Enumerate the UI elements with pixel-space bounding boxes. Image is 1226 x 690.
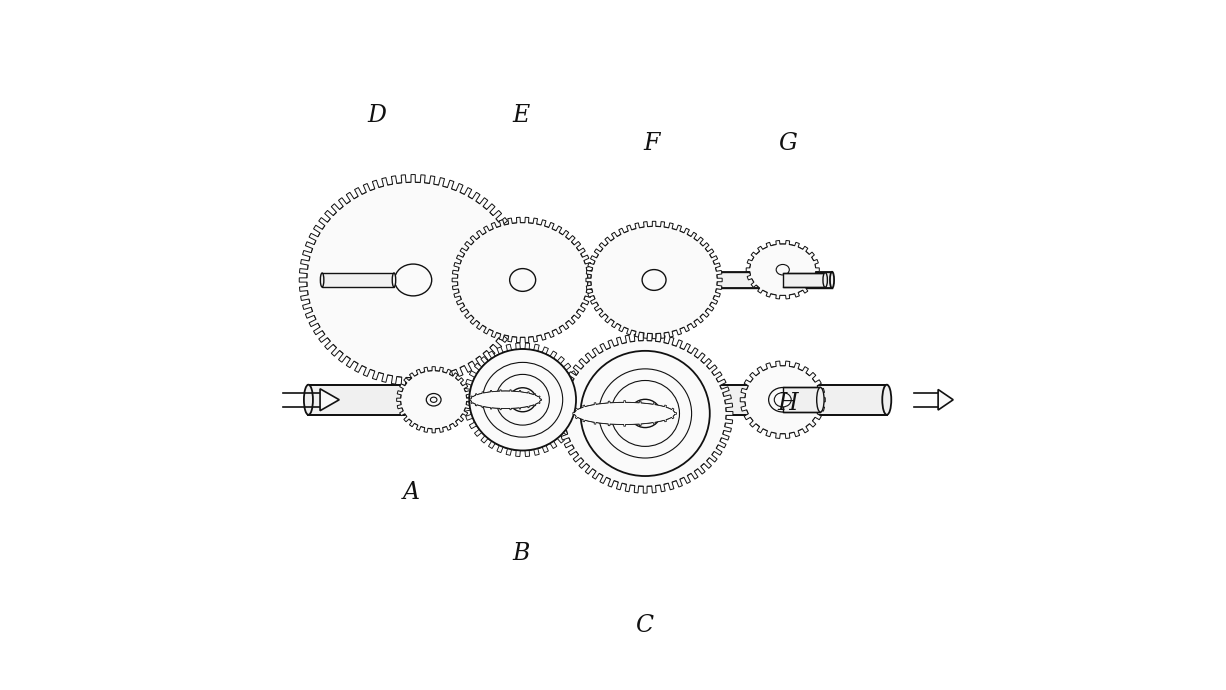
- Ellipse shape: [392, 273, 396, 287]
- Ellipse shape: [395, 264, 432, 296]
- Polygon shape: [600, 388, 611, 411]
- Polygon shape: [558, 334, 733, 493]
- Polygon shape: [566, 388, 577, 411]
- Ellipse shape: [883, 385, 891, 415]
- Ellipse shape: [591, 226, 717, 333]
- Text: G: G: [779, 132, 797, 155]
- Ellipse shape: [320, 273, 324, 287]
- Ellipse shape: [598, 369, 691, 458]
- Polygon shape: [501, 388, 512, 411]
- Polygon shape: [938, 389, 953, 410]
- Polygon shape: [782, 273, 825, 287]
- Polygon shape: [782, 388, 820, 412]
- Polygon shape: [676, 388, 687, 411]
- Polygon shape: [555, 388, 566, 411]
- Polygon shape: [544, 388, 555, 411]
- Polygon shape: [479, 388, 490, 411]
- Polygon shape: [720, 385, 886, 415]
- Polygon shape: [664, 388, 676, 411]
- Text: H: H: [777, 392, 798, 415]
- Polygon shape: [573, 401, 677, 426]
- Ellipse shape: [427, 393, 441, 406]
- Polygon shape: [397, 366, 471, 433]
- Ellipse shape: [769, 388, 797, 412]
- Polygon shape: [747, 241, 819, 299]
- Ellipse shape: [509, 388, 536, 412]
- Ellipse shape: [830, 272, 834, 288]
- Ellipse shape: [497, 375, 549, 425]
- Ellipse shape: [750, 244, 815, 295]
- Text: F: F: [644, 132, 660, 155]
- Ellipse shape: [642, 270, 666, 290]
- Polygon shape: [588, 388, 600, 411]
- Text: D: D: [368, 104, 386, 127]
- Ellipse shape: [401, 371, 467, 428]
- Polygon shape: [470, 390, 542, 410]
- Ellipse shape: [510, 268, 536, 291]
- Ellipse shape: [320, 272, 324, 288]
- Ellipse shape: [470, 349, 576, 451]
- Ellipse shape: [817, 388, 824, 412]
- Ellipse shape: [470, 349, 576, 451]
- Polygon shape: [653, 388, 664, 411]
- Polygon shape: [322, 272, 832, 288]
- Polygon shape: [741, 361, 825, 438]
- Ellipse shape: [304, 385, 313, 415]
- Polygon shape: [512, 388, 524, 411]
- Ellipse shape: [471, 391, 541, 408]
- Ellipse shape: [630, 400, 661, 428]
- Polygon shape: [320, 388, 340, 411]
- Polygon shape: [631, 388, 642, 411]
- Ellipse shape: [776, 264, 790, 275]
- Polygon shape: [698, 388, 709, 411]
- Polygon shape: [535, 388, 544, 411]
- Ellipse shape: [745, 366, 820, 433]
- Polygon shape: [709, 388, 720, 411]
- Polygon shape: [463, 343, 582, 457]
- Polygon shape: [586, 221, 722, 339]
- Ellipse shape: [775, 393, 791, 407]
- Ellipse shape: [306, 182, 520, 377]
- Polygon shape: [490, 388, 501, 411]
- Polygon shape: [322, 273, 394, 287]
- Polygon shape: [299, 175, 527, 386]
- Ellipse shape: [823, 273, 828, 287]
- Ellipse shape: [564, 341, 726, 486]
- Polygon shape: [524, 388, 535, 411]
- Polygon shape: [495, 355, 522, 445]
- Text: C: C: [635, 614, 653, 637]
- Polygon shape: [577, 388, 588, 411]
- Text: A: A: [402, 481, 419, 504]
- Polygon shape: [622, 388, 631, 411]
- Polygon shape: [611, 388, 622, 411]
- Ellipse shape: [575, 402, 674, 424]
- Polygon shape: [452, 217, 593, 343]
- Polygon shape: [642, 388, 653, 411]
- Polygon shape: [687, 388, 698, 411]
- Text: E: E: [512, 104, 530, 127]
- Ellipse shape: [457, 223, 587, 337]
- Text: B: B: [512, 542, 530, 565]
- Ellipse shape: [430, 397, 436, 402]
- Ellipse shape: [611, 380, 679, 446]
- Ellipse shape: [483, 362, 563, 437]
- Polygon shape: [309, 385, 405, 415]
- Ellipse shape: [581, 351, 710, 476]
